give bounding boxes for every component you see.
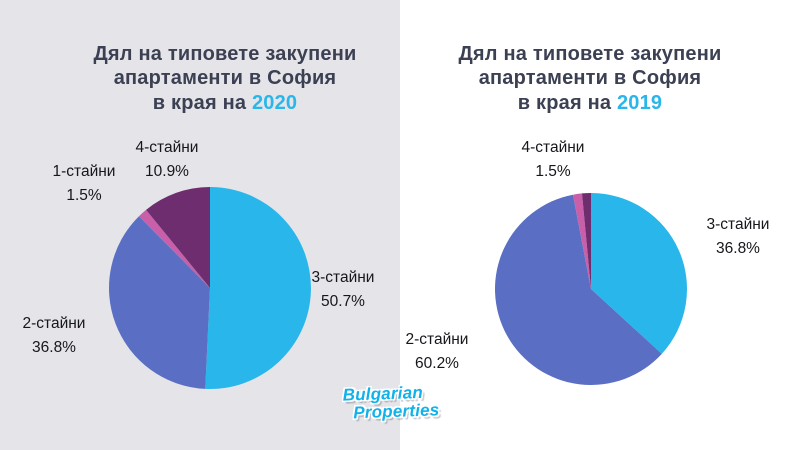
slice-label-percent: 60.2% [415,355,459,373]
slice-label-name: 2-стайни [405,331,469,348]
pie-2019-callout-0: 3-стайни 36.8% [663,213,800,261]
chart-title-2020: Дял на типовете закупени апартаменти в Со… [35,42,415,115]
pie-2020-callout-0: 3-стайни 50.7% [268,266,418,314]
pie-2019-callout-1: 2-стайни 60.2% [362,328,512,376]
pie-2020-callout-1: 2-стайни 36.8% [0,312,129,360]
slice-label-percent: 1.5% [66,187,102,205]
pie-2020-slice-3 [146,187,210,288]
slice-label-name: 2-стайни [22,315,86,332]
slice-label-percent: 36.8% [32,339,76,357]
slice-label-percent: 50.7% [321,293,365,311]
pie-2019-slice-2 [573,193,591,289]
pie-2019-slice-0 [591,193,687,354]
chart-title-2019: Дял на типовете закупени апартаменти в Со… [400,42,780,115]
title-line: Дял на типовете закупени [458,43,722,65]
title-line: в края на [517,91,612,114]
title-line: апартаменти в София [478,67,702,90]
pie-2019-slice-1 [494,194,662,385]
pie-2020-callout-2: 1-стайни 1.5% [9,160,159,208]
slice-label-percent: 1.5% [535,163,571,181]
pie-2019-callout-3: 4-стайни 1.5% [478,136,628,184]
slice-label-percent: 36.8% [716,240,760,258]
slice-label-name: 4-стайни [521,139,585,156]
slice-label-name: 1-стайни [52,163,116,180]
slice-label-percent: 10.9% [145,163,189,181]
title-line: в края на [152,91,247,114]
title-line: Дял на типовете закупени [93,43,357,65]
logo-line-2: Properties [352,400,440,423]
pie-2020-slice-2 [138,209,210,288]
pie-2019-slice-3 [581,193,591,289]
title-line: апартаменти в София [113,67,337,90]
title-year-2019: 2019 [616,91,663,114]
slice-label-name: 3-стайни [311,269,375,286]
slice-label-name: 4-стайни [135,139,199,156]
pie-2020-slice-1 [109,216,210,389]
pie-2020-slice-0 [205,187,311,389]
title-year-2020: 2020 [251,91,298,114]
slice-label-name: 3-стайни [706,216,770,233]
pie-2020-callout-3: 4-стайни 10.9% [92,136,242,184]
bulgarian-properties-logo: Bulgarian Properties [342,383,439,422]
